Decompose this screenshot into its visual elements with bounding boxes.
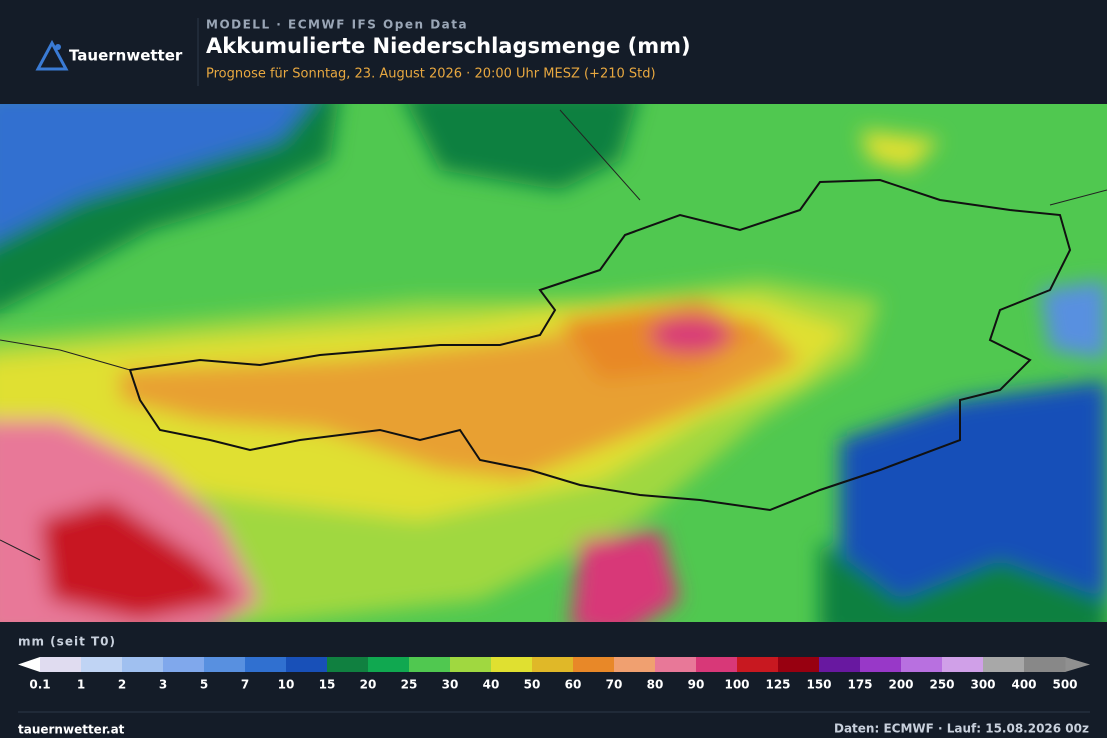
color-swatch xyxy=(901,657,943,672)
legend-label: 175 xyxy=(847,678,872,692)
logo-dot xyxy=(55,44,61,50)
color-swatch xyxy=(696,657,738,672)
field xyxy=(650,317,730,353)
over-arrow xyxy=(1065,657,1090,672)
color-swatch xyxy=(450,657,492,672)
kicker: MODELL · ECMWF IFS Open Data xyxy=(206,18,468,32)
legend-label: 25 xyxy=(401,678,418,692)
legend-label: 250 xyxy=(929,678,954,692)
legend-label: 90 xyxy=(688,678,705,692)
legend-label: 400 xyxy=(1011,678,1036,692)
legend-label: 500 xyxy=(1052,678,1077,692)
legend-label: 150 xyxy=(806,678,831,692)
field xyxy=(840,380,1107,622)
legend-label: 100 xyxy=(724,678,749,692)
color-swatch xyxy=(245,657,287,672)
header-bar xyxy=(0,0,1107,104)
legend-label: 2 xyxy=(118,678,126,692)
logo-icon xyxy=(35,39,69,71)
color-swatch xyxy=(819,657,861,672)
legend-label: 40 xyxy=(483,678,500,692)
color-swatch xyxy=(409,657,451,672)
footer-source: Daten: ECMWF · Lauf: 15.08.2026 00z xyxy=(834,722,1089,736)
legend-label: 70 xyxy=(606,678,623,692)
color-swatch xyxy=(204,657,246,672)
field xyxy=(407,104,636,190)
color-swatch xyxy=(491,657,533,672)
legend-label: 5 xyxy=(200,678,208,692)
legend-label: 7 xyxy=(241,678,249,692)
legend-title: mm (seit T0) xyxy=(18,635,116,649)
legend-label: 20 xyxy=(360,678,377,692)
color-swatch xyxy=(327,657,369,672)
color-swatch xyxy=(983,657,1025,672)
color-swatch xyxy=(1024,657,1066,672)
precip-field xyxy=(0,104,1107,622)
field xyxy=(0,104,309,240)
map xyxy=(0,104,1107,622)
legend-label: 200 xyxy=(888,678,913,692)
legend-label: 60 xyxy=(565,678,582,692)
color-swatch xyxy=(368,657,410,672)
field xyxy=(570,530,680,622)
legend-label: 0.1 xyxy=(29,678,50,692)
legend-label: 30 xyxy=(442,678,459,692)
country-border xyxy=(128,178,1072,512)
border-line xyxy=(0,109,1107,561)
legend-label: 1 xyxy=(77,678,85,692)
legend-label: 80 xyxy=(647,678,664,692)
legend-panel xyxy=(0,622,1107,738)
field xyxy=(40,500,240,620)
legend-label: 50 xyxy=(524,678,541,692)
field xyxy=(1040,280,1107,360)
colorbar: 0.1 1 2 3 5 7 10 15 20 25 30 40 50 60 70 80 90 100 125 150 1… xyxy=(18,657,1090,692)
color-swatch xyxy=(737,657,779,672)
under-arrow xyxy=(18,657,40,672)
title: Akkumulierte Niederschlagsmenge (mm) xyxy=(206,34,691,58)
color-swatch xyxy=(163,657,205,672)
color-swatch xyxy=(778,657,820,672)
color-swatch xyxy=(122,657,164,672)
logo-text: Tauernwetter xyxy=(69,47,183,65)
field xyxy=(860,130,940,170)
legend-label: 3 xyxy=(159,678,167,692)
legend-label: 10 xyxy=(278,678,295,692)
color-swatch xyxy=(860,657,902,672)
color-swatch xyxy=(614,657,656,672)
color-swatch xyxy=(81,657,123,672)
subtitle: Prognose für Sonntag, 23. August 2026 · … xyxy=(206,67,656,82)
color-swatch xyxy=(573,657,615,672)
color-swatch xyxy=(532,657,574,672)
color-swatch xyxy=(942,657,984,672)
footer-site: tauernwetter.at xyxy=(18,723,125,737)
color-swatch xyxy=(40,657,82,672)
legend-label: 125 xyxy=(765,678,790,692)
field xyxy=(820,540,1107,622)
legend-label: 300 xyxy=(970,678,995,692)
color-swatch xyxy=(655,657,697,672)
legend-label: 15 xyxy=(319,678,336,692)
color-swatch xyxy=(286,657,328,672)
